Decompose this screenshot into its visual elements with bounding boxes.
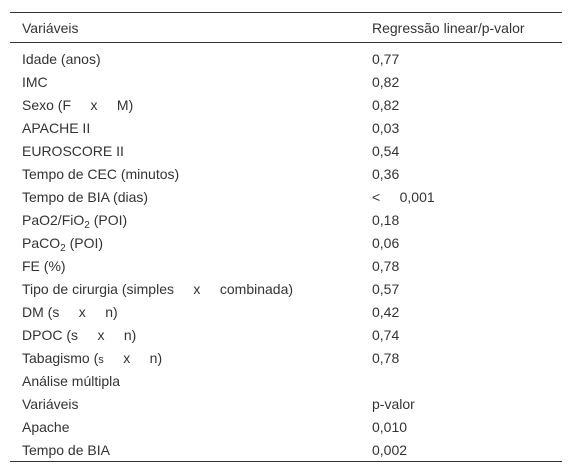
table-cell: APACHE II [22,120,91,136]
text-segment: x n) [103,350,163,366]
text-segment: (POI) [65,235,104,251]
text-segment: PaCO [22,235,61,251]
text-segment: s [98,354,104,366]
table-row: Sexo (F x M) 0,82 [10,93,562,116]
table-cell: 0,82 [372,74,400,90]
table-cell: FE (%) [22,258,66,274]
table-cell: 0,78 [372,258,400,274]
table-row: Tempo de BIA 0,002 [10,438,562,461]
table-cell: 0,18 [372,212,400,228]
table-cell: 0,06 [372,235,400,251]
table-row: PaO2/FiO2 (POI) 0,18 [10,208,562,231]
subscript: 2 [84,220,90,231]
table-cell: 0,57 [372,281,400,297]
header-cell: Regressão linear/p-valor [372,20,525,36]
table-cell: Idade (anos) [22,51,101,67]
header-cell: Variáveis [22,20,79,36]
table-cell: Tabagismo (s x n) [22,350,162,368]
table-cell: IMC [22,74,48,90]
table-cell: Apache [22,419,70,435]
table-row: DPOC (s x n) 0,74 [10,323,562,346]
table-cell: 0,77 [372,51,400,67]
table-cell: Tipo de cirurgia (simples x combinada) [22,281,294,297]
subscript: 2 [60,243,66,254]
table-cell: 0,54 [372,143,400,159]
table-row: PaCO2 (POI) 0,06 [10,231,562,254]
table-row: DM (s x n) 0,42 [10,300,562,323]
table-cell: 0,82 [372,97,400,113]
table-row: Tabagismo (s x n) 0,78 [10,346,562,369]
table-cell: Análise múltipla [22,373,121,389]
table-cell: DM (s x n) [22,304,118,320]
header-row: Variáveis Regressão linear/p-valor [10,13,562,43]
table-row: Apache 0,010 [10,415,562,438]
table-cell: 0,03 [372,120,400,136]
table-row: FE (%) 0,78 [10,254,562,277]
table-cell: Tempo de CEC (minutos) [22,166,180,182]
text-segment: PaO2/FiO [22,212,85,228]
table-row: Tempo de CEC (minutos) 0,36 [10,162,562,185]
table-row: Tipo de cirurgia (simples x combinada) 0,… [10,277,562,300]
table-cell: 0,78 [372,350,400,366]
table-cell: < 0,001 [372,189,435,205]
table-cell: p-valor [372,396,415,412]
table-cell: 0,36 [372,166,400,182]
table-cell: 0,42 [372,304,400,320]
table-cell: DPOC (s x n) [22,327,137,343]
table-cell: 0,010 [372,419,408,435]
table-cell: PaCO2 (POI) [22,235,104,254]
table-row: Variáveis p-valor [10,392,562,415]
table-row: APACHE II 0,03 [10,116,562,139]
table-row: Idade (anos) 0,77 [10,47,562,70]
table-row: Análise múltipla [10,369,562,392]
table-row: EUROSCORE II 0,54 [10,139,562,162]
table-row: Tempo de BIA (dias) < 0,001 [10,185,562,208]
table-cell: Sexo (F x M) [22,97,134,113]
table-cell: PaO2/FiO2 (POI) [22,212,128,231]
table: Variáveis Regressão linear/p-valor Idade (… [10,12,562,462]
table-cell: Tempo de BIA [22,442,110,458]
table-row: IMC 0,82 [10,70,562,93]
table-cell: Variáveis [22,396,79,412]
text-segment: Tabagismo ( [22,350,99,366]
table-cell: 0,74 [372,327,400,343]
table-cell: Tempo de BIA (dias) [22,189,149,205]
text-segment: (POI) [89,212,128,228]
table-cell: EUROSCORE II [22,143,124,159]
table-cell: 0,002 [372,442,408,458]
